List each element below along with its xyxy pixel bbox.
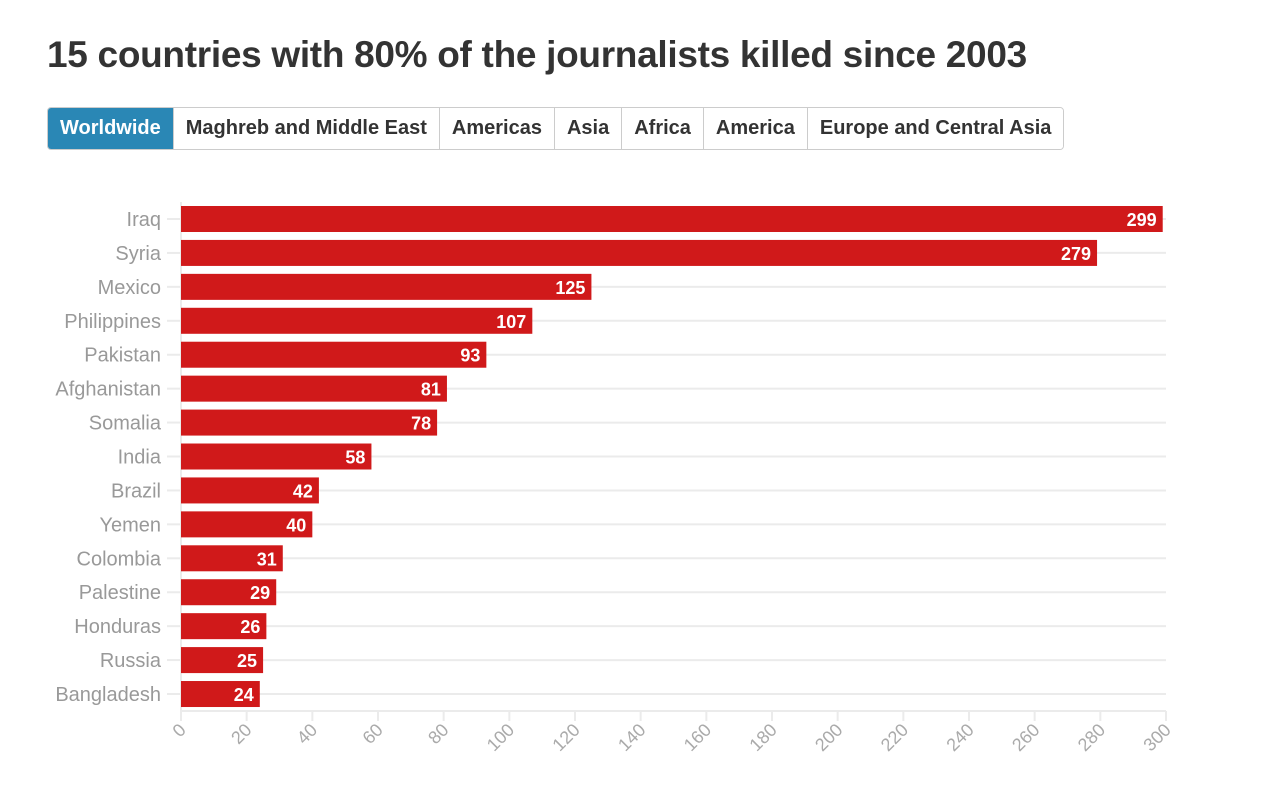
x-tick-label: 0 [169,720,190,741]
data-label: 279 [1061,244,1091,264]
tab-africa[interactable]: Africa [621,108,703,149]
bar [181,443,372,470]
x-tick-label: 180 [745,720,780,755]
data-label: 93 [460,346,480,366]
category-label: Yemen [99,514,161,536]
category-label: Afghanistan [55,379,161,401]
bar [181,273,592,300]
x-tick-label: 120 [548,720,583,755]
bar [181,206,1163,232]
x-tick-label: 80 [424,720,452,748]
category-label: Brazil [111,480,161,502]
x-tick-label: 200 [811,720,846,755]
x-tick-label: 100 [483,720,518,755]
data-label: 31 [257,549,277,569]
category-label: India [118,447,162,469]
x-tick-label: 280 [1074,720,1109,755]
data-label: 81 [421,380,441,400]
tab-americas[interactable]: Americas [438,108,554,149]
category-label: Philippines [64,311,161,333]
category-label: Colombia [77,548,162,570]
bar [181,477,319,504]
data-label: 25 [237,651,257,671]
bar [181,613,267,640]
data-label: 58 [345,448,365,468]
bar [181,375,447,402]
category-label: Palestine [79,582,161,604]
tab-asia[interactable]: Asia [553,108,622,149]
bar [181,409,438,436]
data-label: 40 [286,515,306,535]
bar [181,647,264,674]
x-tick-label: 40 [293,720,321,748]
data-label: 299 [1127,210,1157,230]
x-tick-label: 20 [227,720,255,748]
category-label: Bangladesh [55,684,161,706]
category-label: Mexico [98,277,161,299]
tab-europe-central-asia[interactable]: Europe and Central Asia [806,108,1064,149]
category-label: Honduras [74,616,161,638]
page-title: 15 countries with 80% of the journalists… [47,34,1027,75]
data-label: 42 [293,481,313,501]
region-tabs: Worldwide Maghreb and Middle East Americ… [47,107,1065,150]
x-tick-label: 140 [614,720,649,755]
data-label: 78 [411,414,431,434]
category-label: Iraq [127,209,161,231]
bar [181,239,1098,266]
bar [181,545,283,572]
tab-maghreb-middle-east[interactable]: Maghreb and Middle East [172,108,439,149]
data-label: 29 [250,583,270,603]
category-label: Somalia [89,413,162,435]
tab-worldwide[interactable]: Worldwide [48,108,173,149]
category-label: Syria [115,243,161,265]
x-tick-label: 240 [942,720,977,755]
bar [181,341,487,368]
data-label: 24 [234,685,254,705]
category-label: Russia [100,650,162,672]
x-tick-label: 160 [680,720,715,755]
bar [181,307,533,334]
data-label: 107 [496,312,526,332]
category-label: Pakistan [84,345,161,367]
x-tick-label: 220 [877,720,912,755]
x-tick-label: 60 [359,720,387,748]
x-tick-label: 260 [1008,720,1043,755]
bar [181,579,277,606]
x-tick-label: 300 [1139,720,1174,755]
data-label: 26 [240,617,260,637]
bar [181,681,260,708]
tab-america[interactable]: America [702,108,807,149]
bar [181,511,313,538]
data-label: 125 [555,278,585,298]
